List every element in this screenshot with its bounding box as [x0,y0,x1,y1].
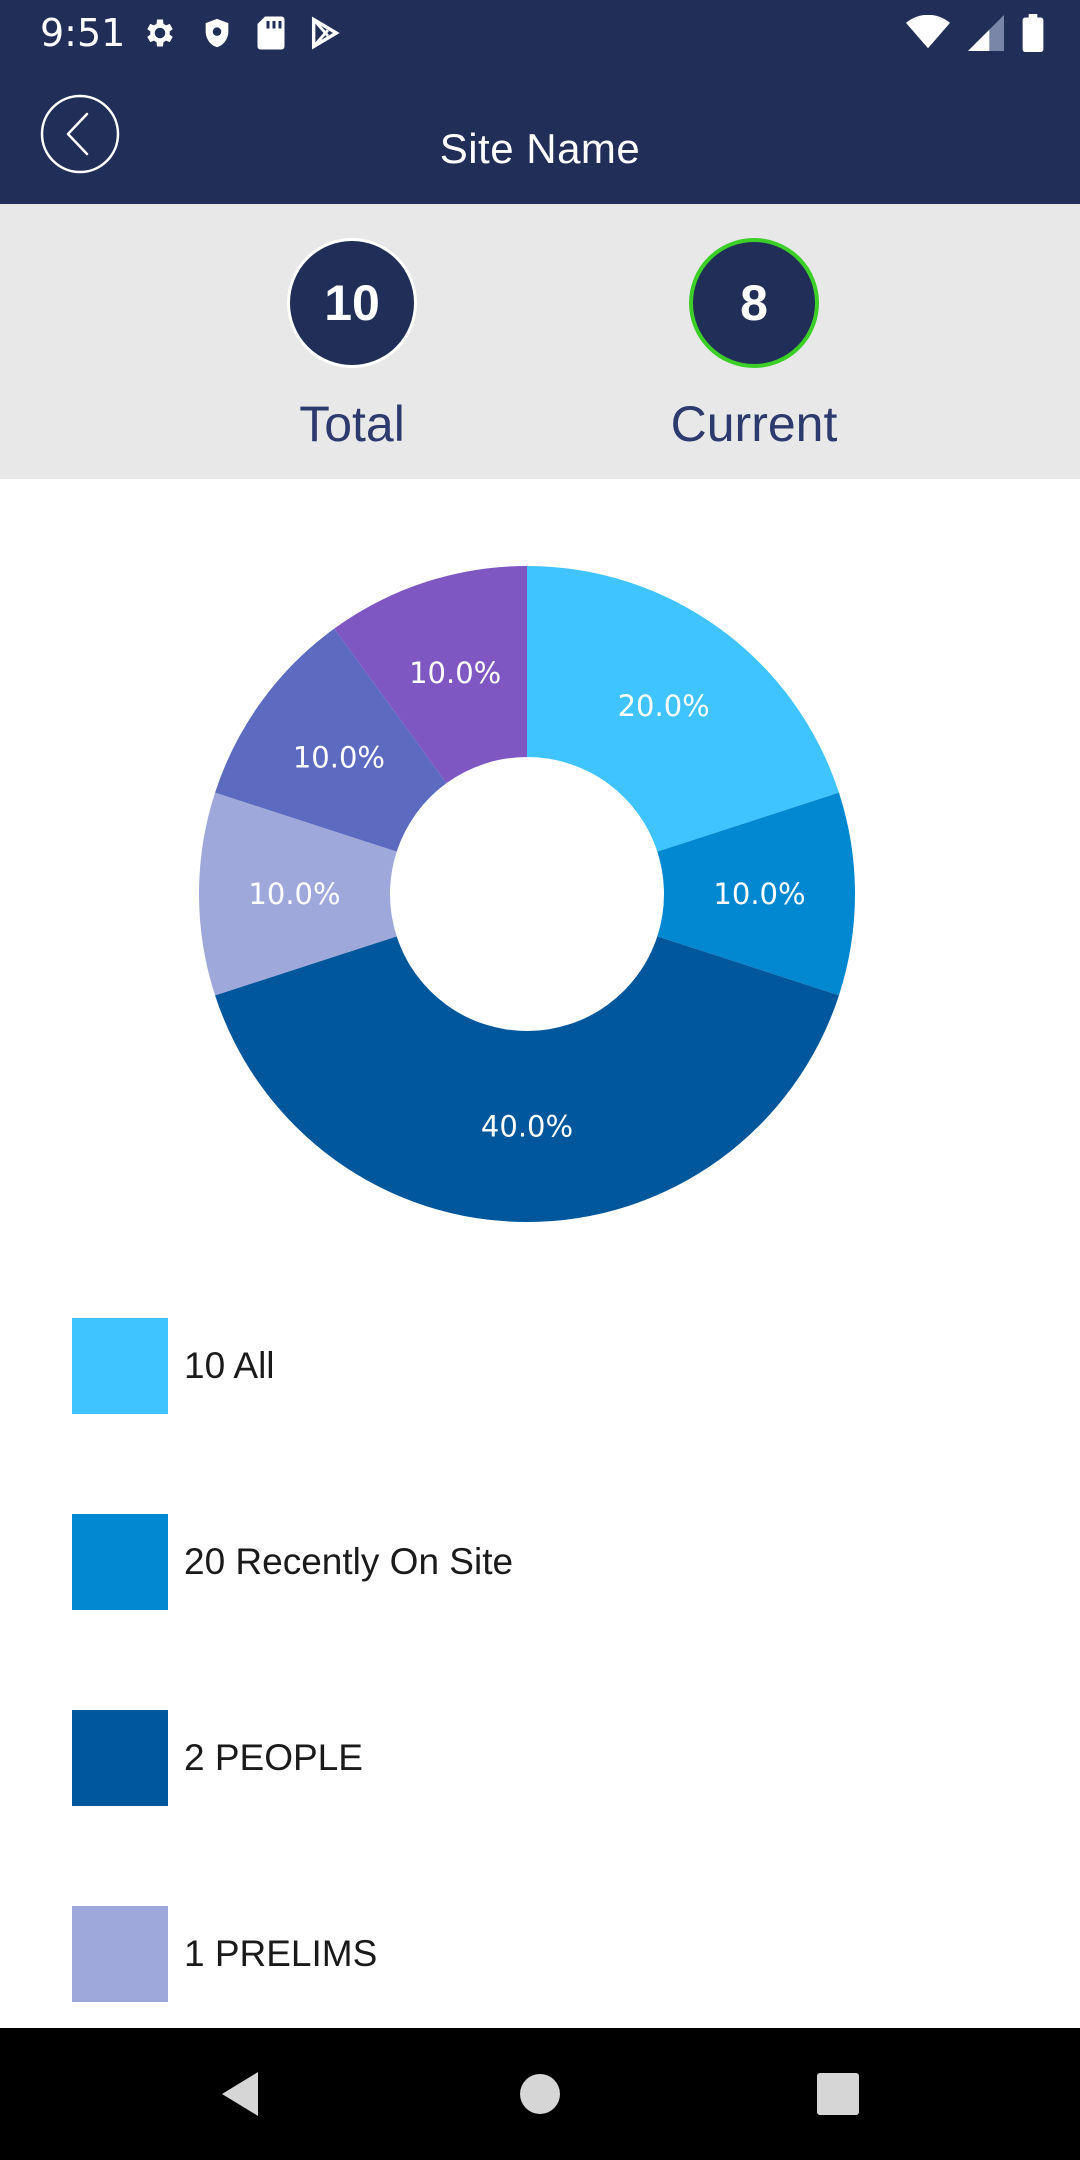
slice-label-5: 10.0% [409,656,501,690]
slice-label-4: 10.0% [293,740,385,774]
legend-swatch [72,1514,168,1610]
nav-home-icon[interactable] [510,2064,570,2124]
nav-recents-icon[interactable] [808,2064,868,2124]
stat-current: 8 Current [624,238,884,478]
chart-slice-3[interactable] [199,792,397,996]
slice-label-2: 40.0% [481,1110,573,1144]
legend-swatch [72,1318,168,1414]
stat-total: 10 Total [222,238,482,478]
legend-label: 10 All [184,1345,275,1386]
status-icons-left [142,12,342,54]
legend-swatch [72,1906,168,2002]
legend-item[interactable]: 20 Recently On Site [72,1514,513,1610]
shield-icon [205,18,229,48]
app-bar: Site Name [0,66,1080,204]
wifi-icon [906,15,950,49]
chart-slice-0[interactable] [527,566,839,852]
total-count-badge: 10 [287,238,417,368]
donut-chart: 20.0% 10.0% 40.0% 10.0% 10.0% 10.0% [199,566,855,1222]
status-icons-right [906,12,1044,54]
page-title: Site Name [439,125,641,172]
legend-label: 1 PRELIMS [184,1933,378,1974]
battery-icon [1022,14,1044,52]
chevron-left-icon [66,112,89,156]
cell-signal-icon [968,15,1004,51]
stats-panel: 10 Total 8 Current [0,204,1080,479]
chart-slice-1[interactable] [657,792,855,996]
slice-label-0: 20.0% [618,689,710,723]
chart-slice-4[interactable] [215,628,447,852]
play-store-icon [311,16,340,50]
legend-label: 2 PEOPLE [184,1737,363,1778]
legend-swatch [72,1710,168,1806]
navigation-bar [0,2028,1080,2160]
current-count-badge: 8 [689,238,819,368]
slice-label-3: 10.0% [248,877,340,911]
status-bar: 9:51 [0,0,1080,66]
legend-item[interactable]: 1 PRELIMS [72,1906,377,2002]
legend-item[interactable]: 10 All [72,1318,275,1414]
chart-slice-5[interactable] [334,566,527,784]
back-button[interactable] [40,94,120,174]
legend-item[interactable]: 2 PEOPLE [72,1710,363,1806]
status-time: 9:51 [40,11,126,55]
current-label: Current [670,396,838,452]
slice-label-1: 10.0% [713,877,805,911]
legend-label: 20 Recently On Site [184,1541,514,1582]
total-label: Total [299,396,405,452]
chart-slice-2[interactable] [215,936,839,1222]
gear-icon [147,19,173,47]
nav-back-icon[interactable] [210,2064,270,2124]
sd-card-icon [257,16,285,50]
chart-container: 20.0% 10.0% 40.0% 10.0% 10.0% 10.0% [0,479,1080,1249]
